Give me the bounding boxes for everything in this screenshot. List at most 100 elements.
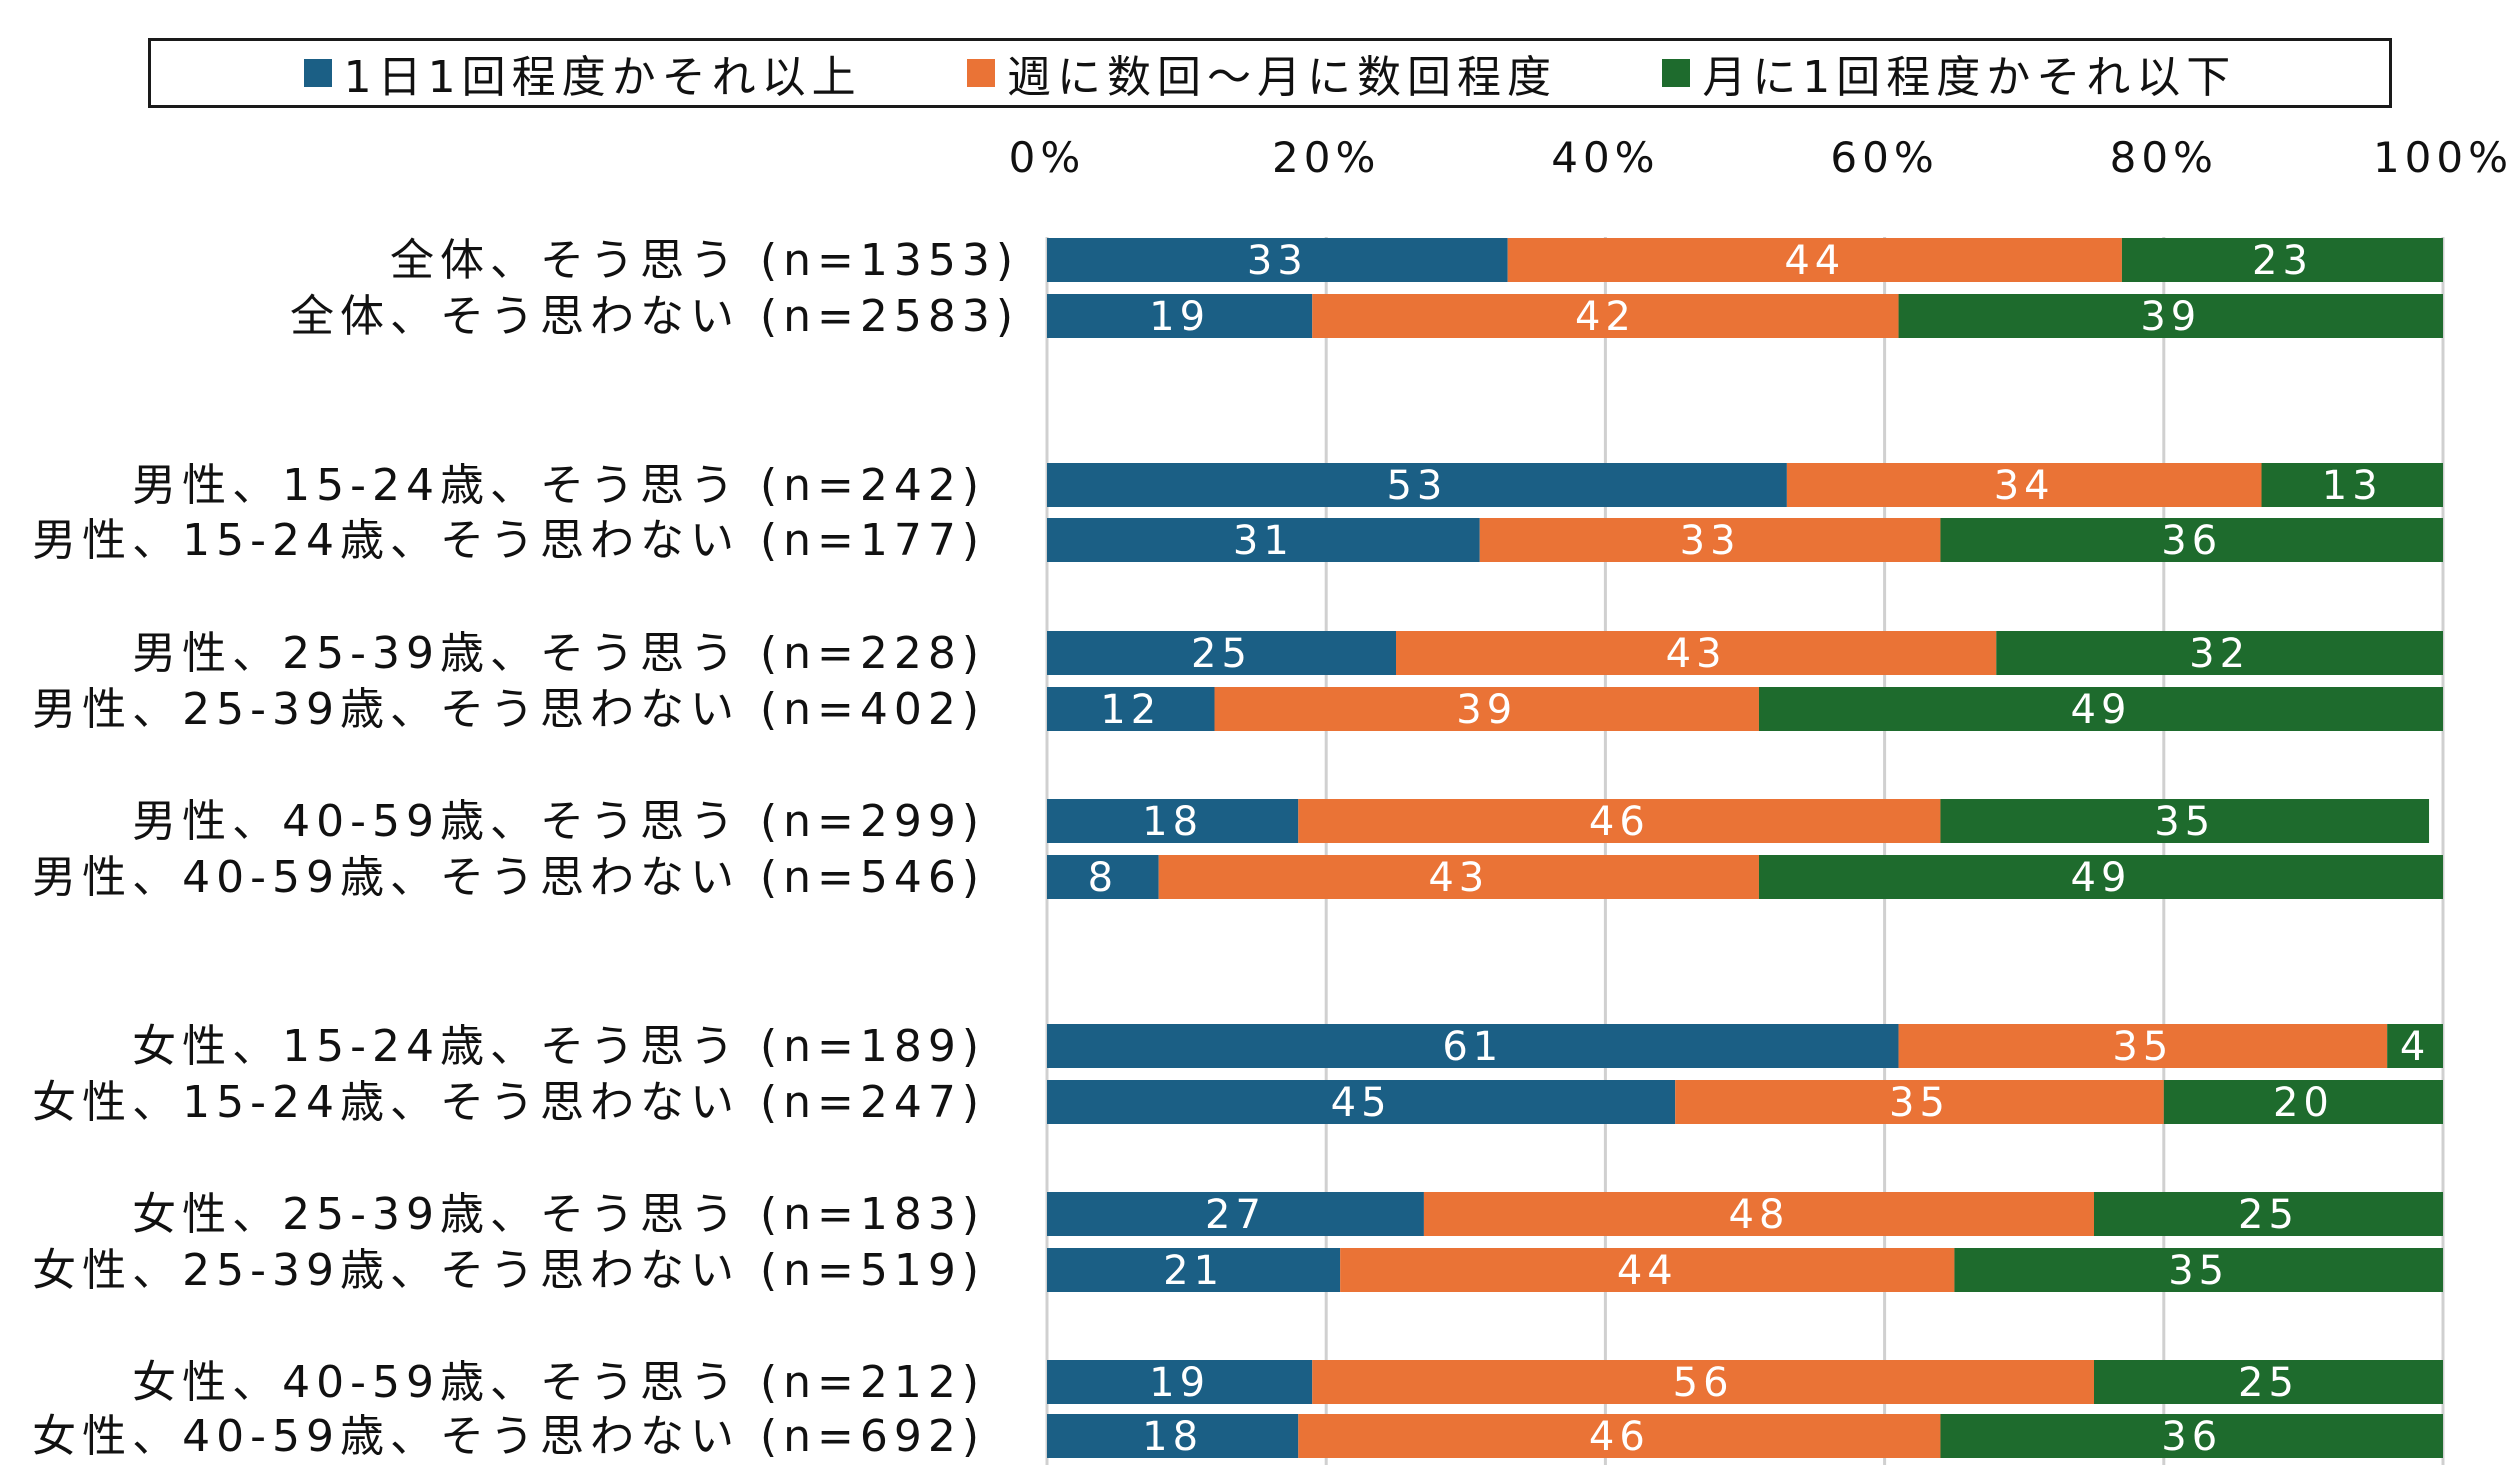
bar-value-label: 49 [2071,687,2132,733]
bar-value-label: 4 [2400,1024,2430,1070]
bar-value-label: 46 [1589,1414,1650,1460]
bar-value-label: 43 [1428,855,1489,901]
row-label: 男性、40-59歳、そう思う [132,796,740,847]
x-tick-label: 40% [1551,133,1659,182]
row-sample-size: (n=177) [760,515,985,566]
bar-segment [2163,1080,2443,1124]
bar-segment [1940,1414,2443,1458]
bar-value-label: 43 [1666,631,1727,677]
bar-value-label: 44 [1784,238,1845,284]
bar-segment [1898,1024,2388,1068]
bar-value-label: 33 [1247,238,1308,284]
bar-segment [1047,1414,1299,1458]
bar-segment [1047,799,1299,843]
chart-legend: 1日1回程度かそれ以上 週に数回～月に数回程度 月に1回程度かそれ以下 [148,38,2392,108]
bar-segment [1047,1192,1424,1236]
bar-value-label: 35 [2112,1024,2173,1070]
bar-value-label: 56 [1673,1360,1734,1406]
row-label: 全体、そう思わない [290,291,740,342]
row-sample-size: (n=546) [760,852,985,903]
row-label: 女性、15-24歳、そう思わない [32,1077,740,1128]
x-tick-label: 0% [1009,133,1086,182]
bar-segment [1047,687,1215,731]
bar-segment [1047,1080,1676,1124]
bar-segment [1047,518,1480,562]
bar-value-label: 31 [1233,518,1294,564]
bar-value-label: 21 [1163,1248,1224,1294]
row-label: 男性、40-59歳、そう思わない [32,852,740,903]
bar-value-label: 23 [2252,238,2313,284]
legend-item-monthly-or-less: 月に1回程度かそれ以下 [1662,41,2236,105]
row-label: 男性、15-24歳、そう思う [132,460,740,511]
bar-value-label: 53 [1386,463,1447,509]
row-sample-size: (n=247) [760,1077,985,1128]
bar-value-label: 18 [1142,799,1203,845]
bar-value-label: 27 [1205,1192,1266,1238]
row-sample-size: (n=299) [760,796,985,847]
bar-segment [1479,518,1941,562]
bar-value-label: 20 [2273,1080,2334,1126]
row-label: 女性、25-39歳、そう思う [132,1189,740,1240]
bar-segment [1423,1192,2094,1236]
row-label: 男性、25-39歳、そう思う [132,628,740,679]
x-tick-label: 60% [1830,133,1938,182]
bar-value-label: 25 [2238,1360,2299,1406]
bar-segment [1047,1360,1313,1404]
legend-label-daily: 1日1回程度かそれ以上 [343,52,862,103]
bar-segment [1298,799,1941,843]
bar-value-label: 19 [1149,1360,1210,1406]
bar-segment [1940,799,2430,843]
row-label: 男性、15-24歳、そう思わない [32,515,740,566]
bar-value-label: 39 [1456,687,1517,733]
bar-segment [1898,294,2443,338]
bar-value-label: 46 [1589,799,1650,845]
bar-segment [1312,1360,2094,1404]
x-tick-label: 100% [2373,133,2513,182]
row-sample-size: (n=692) [760,1411,985,1462]
bar-segment [1047,238,1508,282]
bar-value-label: 35 [2168,1248,2229,1294]
bar-value-label: 39 [2140,294,2201,340]
bar-value-label: 35 [1889,1080,1950,1126]
bar-segment [2387,1024,2443,1068]
row-label: 女性、25-39歳、そう思わない [32,1245,740,1296]
bar-value-label: 36 [2161,518,2222,564]
bar-segment [1047,1248,1341,1292]
bar-value-label: 44 [1617,1248,1678,1294]
x-tick-label: 80% [2110,133,2218,182]
legend-label-weekly-monthly: 週に数回～月に数回程度 [1006,52,1557,103]
bar-segment [1758,855,2443,899]
bar-segment [1047,463,1787,507]
bar-value-label: 25 [2238,1192,2299,1238]
row-sample-size: (n=402) [760,684,985,735]
legend-item-daily: 1日1回程度かそれ以上 [303,41,862,105]
bar-segment [1396,631,1997,675]
bar-segment [1158,855,1759,899]
bar-segment [2094,1360,2443,1404]
legend-item-weekly-monthly: 週に数回～月に数回程度 [966,41,1557,105]
bar-value-label: 42 [1575,294,1636,340]
bar-segment [1214,687,1759,731]
bar-value-label: 12 [1100,687,1161,733]
legend-swatch-monthly-or-less [1662,59,1691,87]
bar-segment [1340,1248,1955,1292]
bar-segment [1047,855,1159,899]
bar-segment [2121,238,2443,282]
bar-value-label: 34 [1994,463,2055,509]
bar-value-label: 18 [1142,1414,1203,1460]
row-sample-size: (n=183) [760,1189,985,1240]
bar-segment [1996,631,2443,675]
bar-segment [2094,1192,2443,1236]
bar-value-label: 48 [1729,1192,1790,1238]
row-label: 男性、25-39歳、そう思わない [32,684,740,735]
bar-segment [1507,238,2122,282]
bar-value-label: 49 [2071,855,2132,901]
legend-label-monthly-or-less: 月に1回程度かそれ以下 [1702,52,2237,103]
bar-segment [1298,1414,1941,1458]
x-tick-label: 20% [1272,133,1380,182]
bar-value-label: 13 [2322,463,2383,509]
bar-value-label: 36 [2161,1414,2222,1460]
bar-segment [1047,294,1313,338]
bar-value-label: 19 [1149,294,1210,340]
row-sample-size: (n=519) [760,1245,985,1296]
